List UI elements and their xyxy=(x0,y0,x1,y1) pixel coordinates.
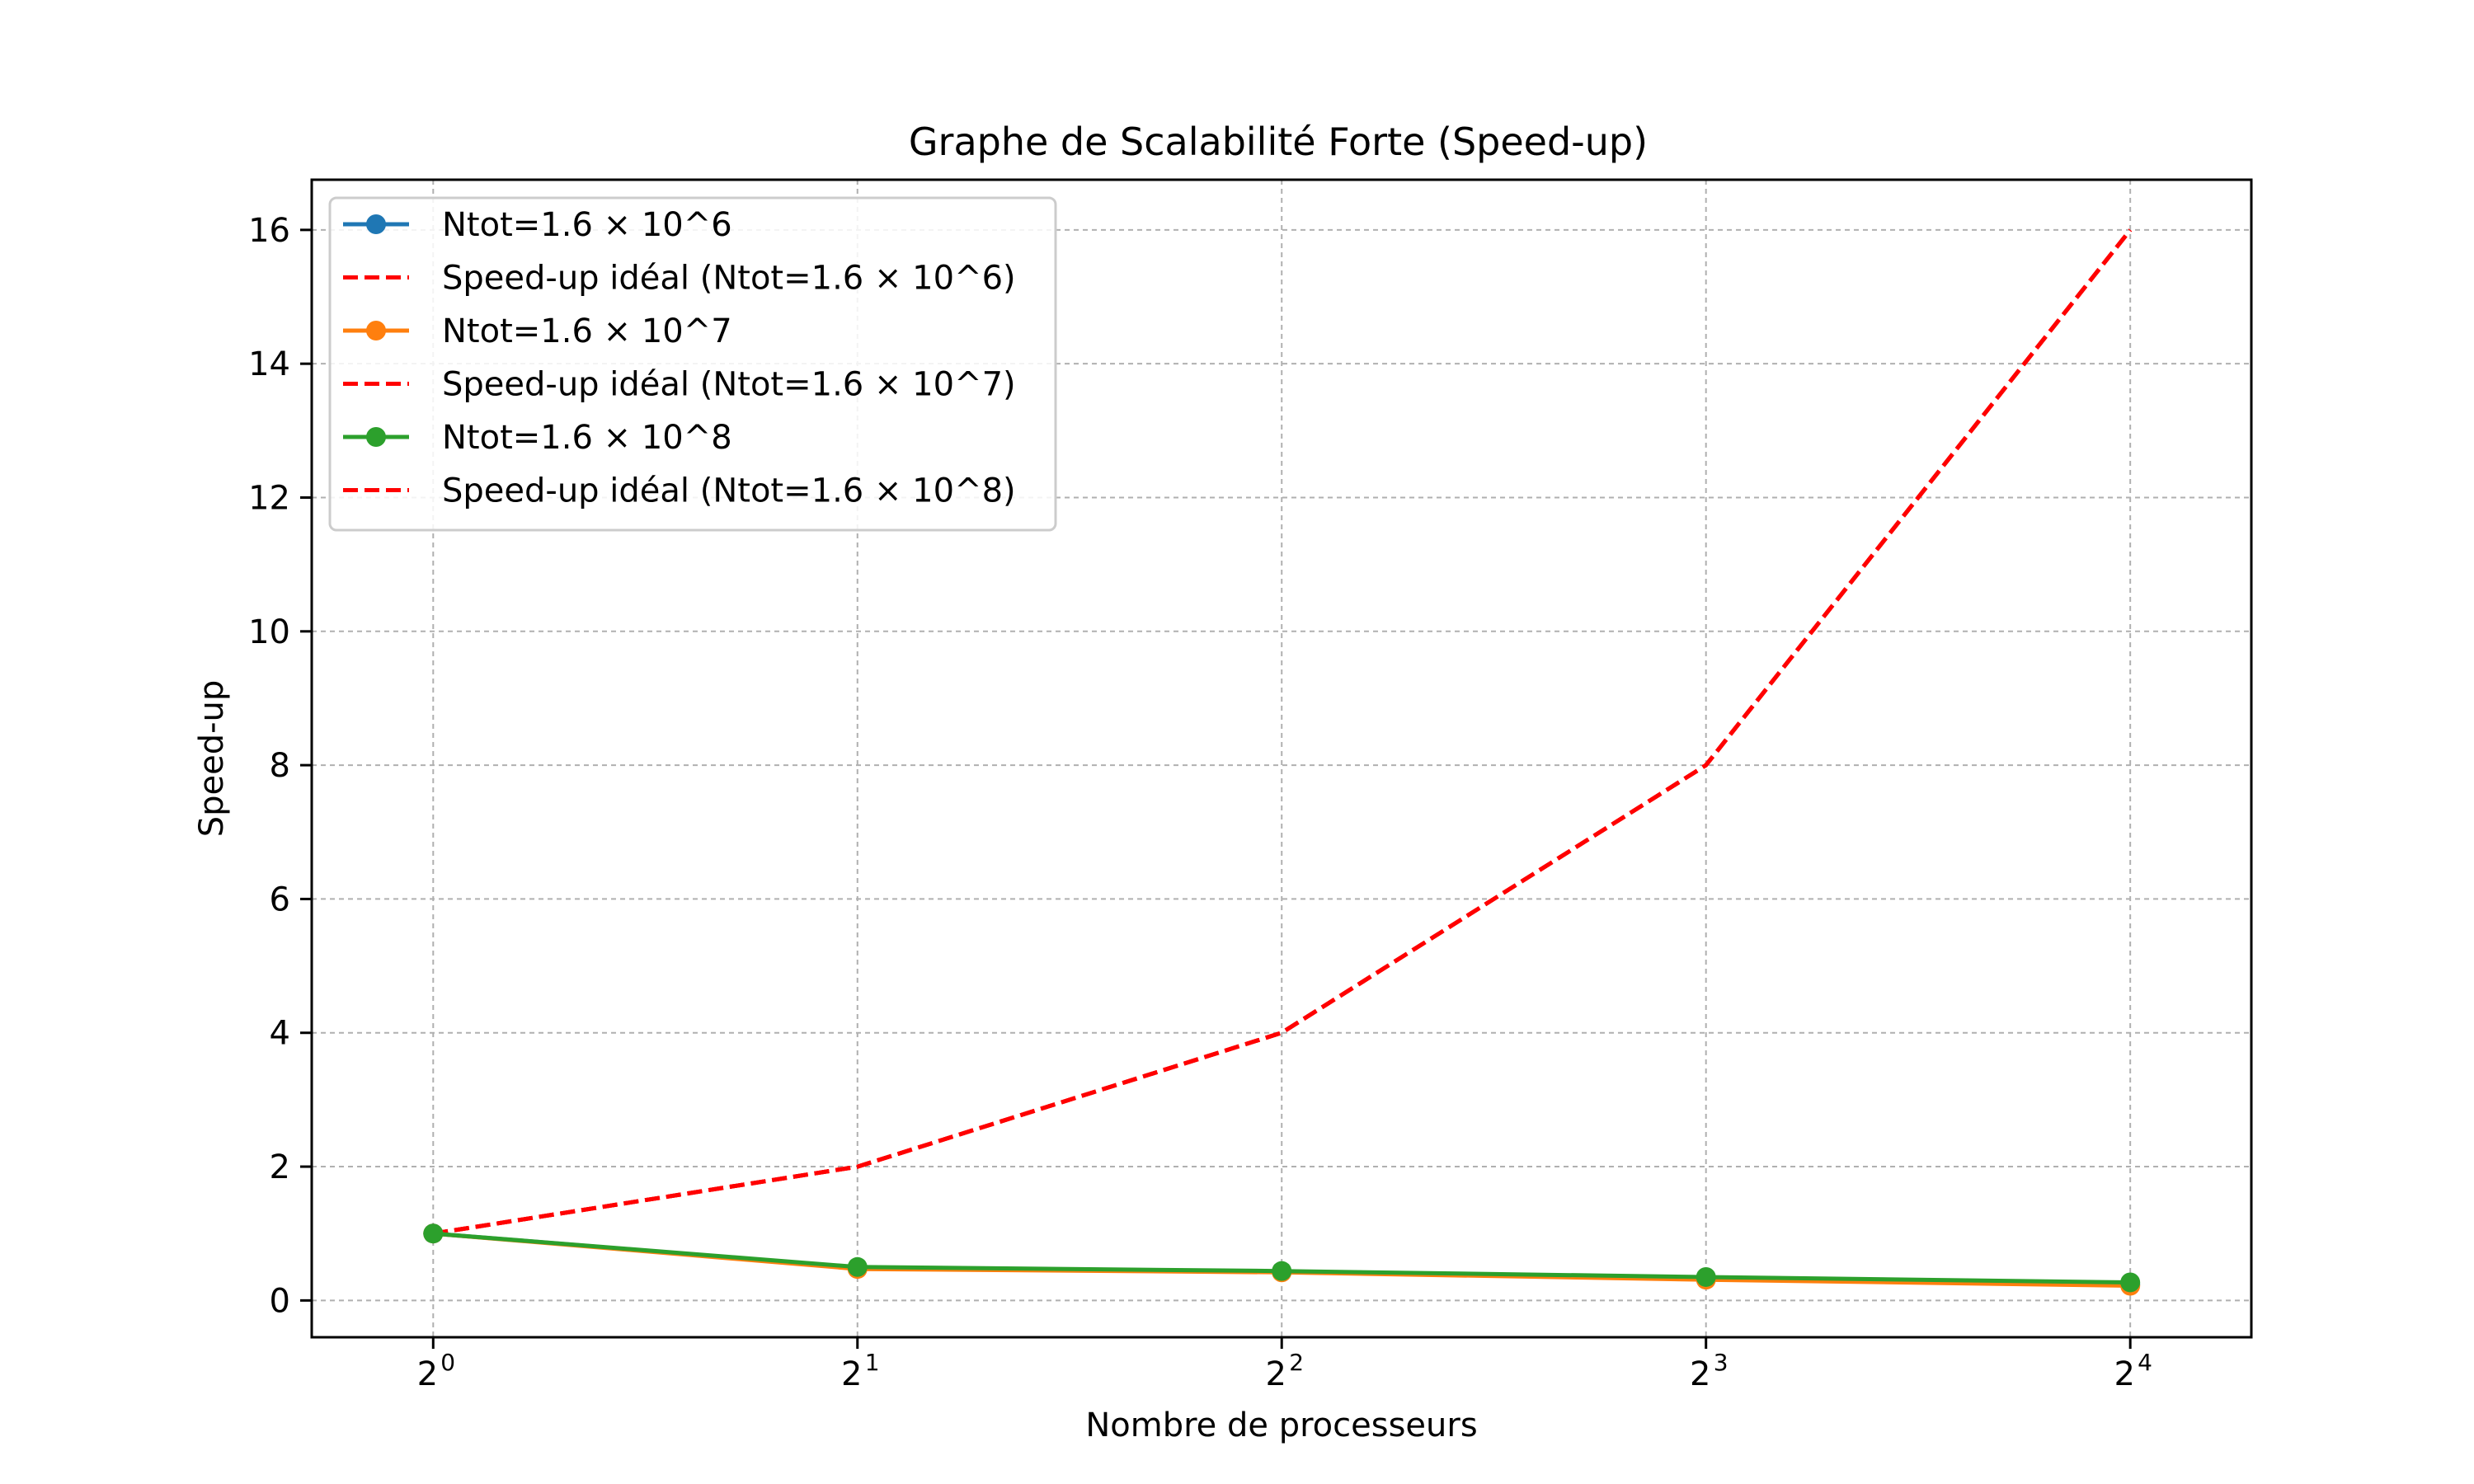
legend-marker-4 xyxy=(366,427,386,447)
legend-box xyxy=(328,196,1057,532)
x-tick-label-1: 2 xyxy=(841,1355,862,1393)
y-tick-label-2: 4 xyxy=(270,1015,290,1053)
y-tick-label-5: 10 xyxy=(248,613,290,651)
series-4-point-3 xyxy=(1696,1266,1716,1287)
y-tick-label-0: 0 xyxy=(270,1282,290,1320)
chart-title: Graphe de Scalabilité Forte (Speed-up) xyxy=(909,120,1648,164)
x-tick-exponent-0: 0 xyxy=(440,1349,455,1376)
y-tick-label-3: 6 xyxy=(270,881,290,918)
x-tick-label-2: 2 xyxy=(1266,1355,1286,1393)
y-axis-label: Speed-up xyxy=(193,680,231,838)
x-tick-label-4: 2 xyxy=(2114,1355,2134,1393)
series-4-point-0 xyxy=(423,1223,444,1244)
legend-label-2: Ntot=1.6 × 10^7 xyxy=(442,312,732,350)
legend-label-4: Ntot=1.6 × 10^8 xyxy=(442,419,732,457)
series-4-point-2 xyxy=(1272,1261,1292,1281)
x-tick-exponent-4: 4 xyxy=(2138,1349,2152,1376)
x-tick-label-0: 2 xyxy=(417,1355,438,1393)
legend-label-3: Speed-up idéal (Ntot=1.6 × 10^7) xyxy=(442,366,1016,404)
y-tick-label-1: 2 xyxy=(270,1148,290,1186)
series-lines xyxy=(423,228,2141,1296)
y-tick-label-6: 12 xyxy=(248,479,290,517)
y-tick-label-7: 14 xyxy=(248,345,290,383)
legend-marker-0 xyxy=(366,214,386,234)
legend-label-1: Speed-up idéal (Ntot=1.6 × 10^6) xyxy=(442,260,1016,298)
legend-marker-2 xyxy=(366,321,386,340)
series-line-5 xyxy=(432,228,2133,1236)
y-axis-ticks: 0 2 4 6 8 10 12 14 16 xyxy=(248,212,312,1320)
y-tick-label-8: 16 xyxy=(248,212,290,250)
grid xyxy=(312,180,2251,1337)
legend-label-5: Speed-up idéal (Ntot=1.6 × 10^8) xyxy=(442,472,1016,510)
x-tick-exponent-2: 2 xyxy=(1289,1349,1304,1376)
series-4-point-4 xyxy=(2120,1272,2141,1293)
x-tick-label-3: 2 xyxy=(1690,1355,1710,1393)
y-tick-label-4: 8 xyxy=(270,747,290,785)
series-4-point-1 xyxy=(847,1256,868,1277)
legend: Ntot=1.6 × 10^6 Speed-up idéal (Ntot=1.6 … xyxy=(328,196,1057,532)
legend-label-0: Ntot=1.6 × 10^6 xyxy=(442,206,732,244)
x-tick-exponent-1: 1 xyxy=(865,1349,880,1376)
x-axis-label: Nombre de processeurs xyxy=(1085,1407,1477,1444)
x-tick-exponent-3: 3 xyxy=(1714,1349,1729,1376)
